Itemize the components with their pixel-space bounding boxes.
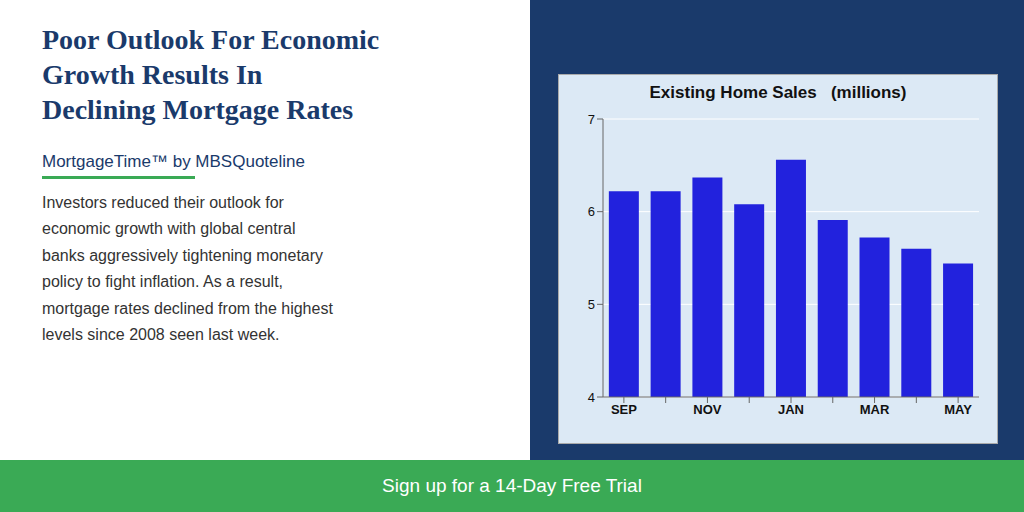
svg-text:4: 4 — [588, 390, 595, 405]
html-text:Sign up for a 14-Day Free Tria: Sign up for a 14-Day Free Trial — [382, 475, 642, 496]
svg-text:JAN: JAN — [778, 402, 804, 417]
html-text:MortgageTime™ by MBSQuoteline: MortgageTime™ by MBSQuoteline — [42, 152, 305, 171]
svg-text:5: 5 — [588, 297, 595, 312]
html-text:Poor Outlook For Economic Grow: Poor Outlook For Economic Growth Results… — [42, 24, 380, 125]
svg-text:NOV: NOV — [693, 402, 722, 417]
svg-text:MAR: MAR — [860, 402, 890, 417]
svg-text:6: 6 — [588, 204, 595, 219]
html-text:Existing Home Sales (millions): Existing Home Sales (millions) — [649, 83, 907, 102]
svg-text:7: 7 — [588, 112, 595, 127]
svg-text:SEP: SEP — [611, 402, 637, 417]
html-text:Investors reduced their outloo: Investors reduced their outlook for econ… — [42, 194, 333, 343]
svg-text:MAY: MAY — [944, 402, 972, 417]
